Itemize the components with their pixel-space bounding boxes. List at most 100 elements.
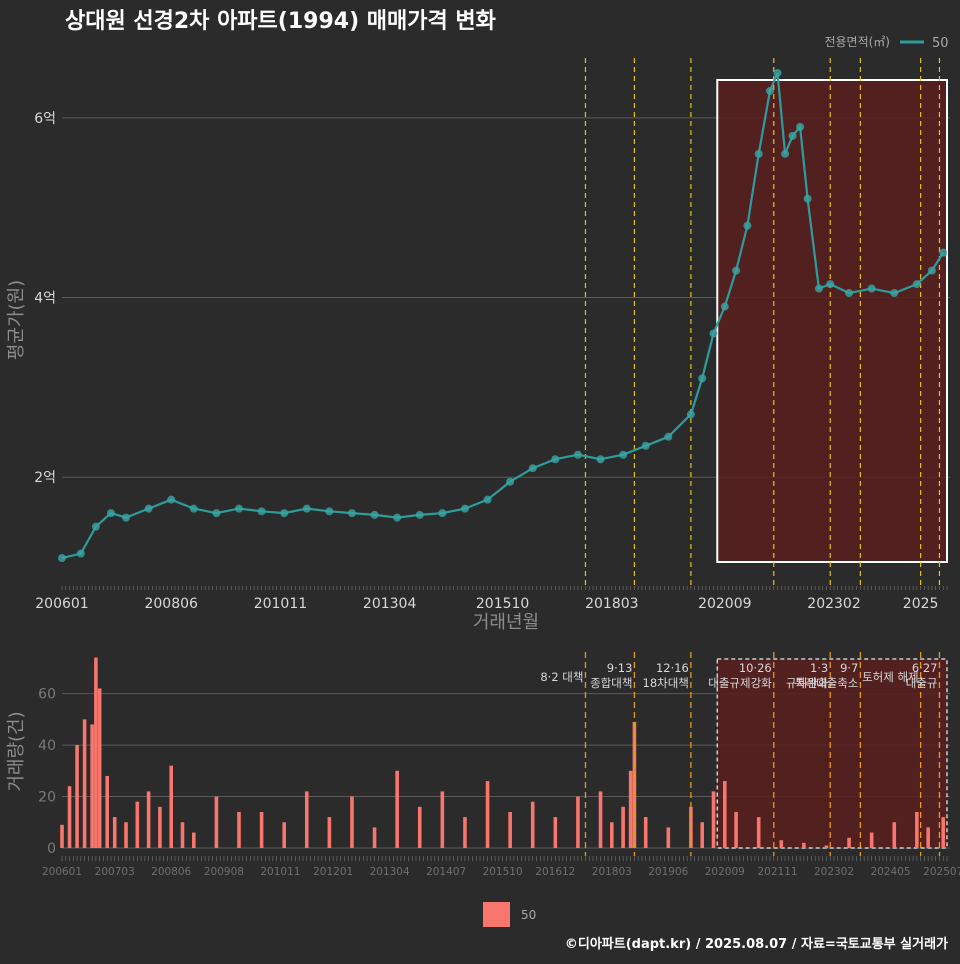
price-point bbox=[302, 504, 311, 513]
highlight-box bbox=[716, 658, 948, 849]
policy-annotation-line: 12·16 bbox=[656, 661, 689, 675]
volume-bar bbox=[282, 822, 286, 848]
x-tick-label: 202302 bbox=[814, 866, 854, 878]
volume-bar bbox=[824, 845, 829, 848]
volume-bar bbox=[372, 827, 377, 848]
volume-bar bbox=[621, 806, 625, 848]
volume-bar bbox=[722, 781, 727, 848]
price-point bbox=[76, 549, 85, 558]
price-point bbox=[91, 522, 100, 531]
price-point bbox=[845, 289, 854, 298]
volume-bar bbox=[94, 657, 98, 848]
volume-bar bbox=[169, 765, 174, 848]
price-point bbox=[619, 450, 628, 459]
x-tick-label: 201803 bbox=[592, 866, 632, 878]
price-point bbox=[732, 266, 741, 275]
volume-bar bbox=[610, 822, 614, 848]
policy-annotation-line: 종합대책 bbox=[590, 676, 632, 690]
price-point bbox=[415, 510, 424, 519]
volume-panel: 0 20 40 60 8·2 대책 9·13 종합대책 12·16 18차대책 10·26 대출규제… bbox=[6, 652, 960, 878]
volume-bar bbox=[60, 824, 64, 848]
chart-title: 상대원 선경2차 아파트(1994) 매매가격 변화 bbox=[65, 9, 496, 34]
price-point bbox=[939, 248, 948, 257]
policy-annotation-line: 대출규 bbox=[906, 676, 938, 690]
policy-annotation-line: 6·27 bbox=[912, 661, 938, 675]
x-tick-label: 201612 bbox=[535, 866, 575, 878]
volume-bar bbox=[214, 796, 219, 848]
price-point bbox=[765, 86, 774, 95]
volume-bar bbox=[734, 811, 738, 848]
volume-bar bbox=[576, 796, 580, 848]
price-point bbox=[234, 504, 243, 513]
price-point bbox=[686, 410, 695, 419]
policy-annotation: 토허제 해제 bbox=[862, 670, 919, 684]
price-point bbox=[257, 507, 266, 516]
volume-bar bbox=[67, 786, 72, 848]
x-tick-label: 202507 bbox=[923, 866, 960, 878]
y-tick-label: 0 bbox=[47, 841, 56, 857]
policy-annotation-line: 9·13 bbox=[607, 661, 633, 675]
x-tick-label: 201510 bbox=[476, 596, 529, 612]
x-axis-title: 거래년월 bbox=[473, 612, 539, 633]
legend-label: 50 bbox=[521, 908, 536, 922]
policy-annotation: 9·13 종합대책 bbox=[590, 661, 632, 690]
price-point bbox=[325, 507, 334, 516]
volume-bar bbox=[463, 817, 467, 848]
y-tick-label: 6억 bbox=[34, 111, 56, 127]
price-point bbox=[788, 131, 797, 140]
policy-annotation-line: 10·26 bbox=[739, 661, 772, 675]
policy-annotation-line: 특례대출축소 bbox=[795, 676, 858, 690]
y-tick-label: 20 bbox=[38, 790, 56, 806]
price-point bbox=[58, 554, 66, 563]
policy-annotation: 1·3 규제완화 bbox=[786, 661, 829, 690]
price-point bbox=[106, 509, 115, 518]
volume-bar bbox=[756, 817, 761, 848]
x-tick-label: 200601 bbox=[42, 866, 82, 878]
volume-bar bbox=[941, 817, 946, 848]
price-point bbox=[189, 504, 198, 513]
x-tick-label: 202111 bbox=[757, 866, 797, 878]
x-tick-label: 200806 bbox=[151, 866, 191, 878]
y-tick-label: 4억 bbox=[34, 291, 56, 307]
volume-bar bbox=[779, 840, 784, 848]
x-tick-label: 201201 bbox=[313, 866, 353, 878]
price-point bbox=[927, 266, 936, 275]
x-tick-label: 200703 bbox=[95, 866, 135, 878]
x-tick-label: 200601 bbox=[35, 596, 88, 612]
price-panel: 2억 4억 6억 200601 200806 201011 201304 201510 2018… bbox=[6, 58, 950, 633]
price-point bbox=[573, 450, 582, 459]
policy-annotation: 9·7 특례대출축소 bbox=[795, 661, 858, 690]
policy-annotation: 8·2 대책 bbox=[540, 670, 583, 684]
volume-bar bbox=[598, 791, 603, 848]
price-point bbox=[144, 504, 153, 513]
price-point bbox=[912, 280, 921, 289]
price-point bbox=[867, 284, 876, 293]
volume-bar bbox=[158, 806, 162, 848]
price-point bbox=[803, 194, 812, 203]
volume-bar bbox=[192, 832, 196, 848]
volume-bar bbox=[112, 817, 117, 848]
policy-annotation-line: 토허제 해제 bbox=[862, 670, 919, 684]
volume-bar bbox=[105, 775, 109, 848]
volume-bar bbox=[237, 811, 241, 848]
policy-annotation-line: 1·3 bbox=[810, 661, 828, 675]
x-tick-label: 2025 bbox=[903, 596, 939, 612]
volume-bar bbox=[327, 817, 332, 848]
volume-bar bbox=[643, 817, 648, 848]
price-point bbox=[528, 464, 537, 473]
price-point bbox=[212, 509, 221, 518]
legend-label: 50 bbox=[932, 36, 949, 51]
legend-title: 전용면적(㎡) bbox=[824, 35, 890, 49]
price-point bbox=[826, 280, 835, 289]
price-point bbox=[641, 441, 650, 450]
policy-annotation: 12·16 18차대책 bbox=[643, 661, 689, 690]
price-point bbox=[773, 68, 782, 77]
x-tick-label: 202009 bbox=[705, 866, 745, 878]
policy-annotation: 10·26 대출규제강화 bbox=[708, 661, 772, 690]
y-axis-title: 거래량(건) bbox=[6, 711, 27, 791]
price-point bbox=[698, 374, 707, 383]
volume-bar bbox=[508, 811, 512, 848]
volume-bar bbox=[146, 791, 151, 848]
volume-bar bbox=[75, 745, 79, 848]
